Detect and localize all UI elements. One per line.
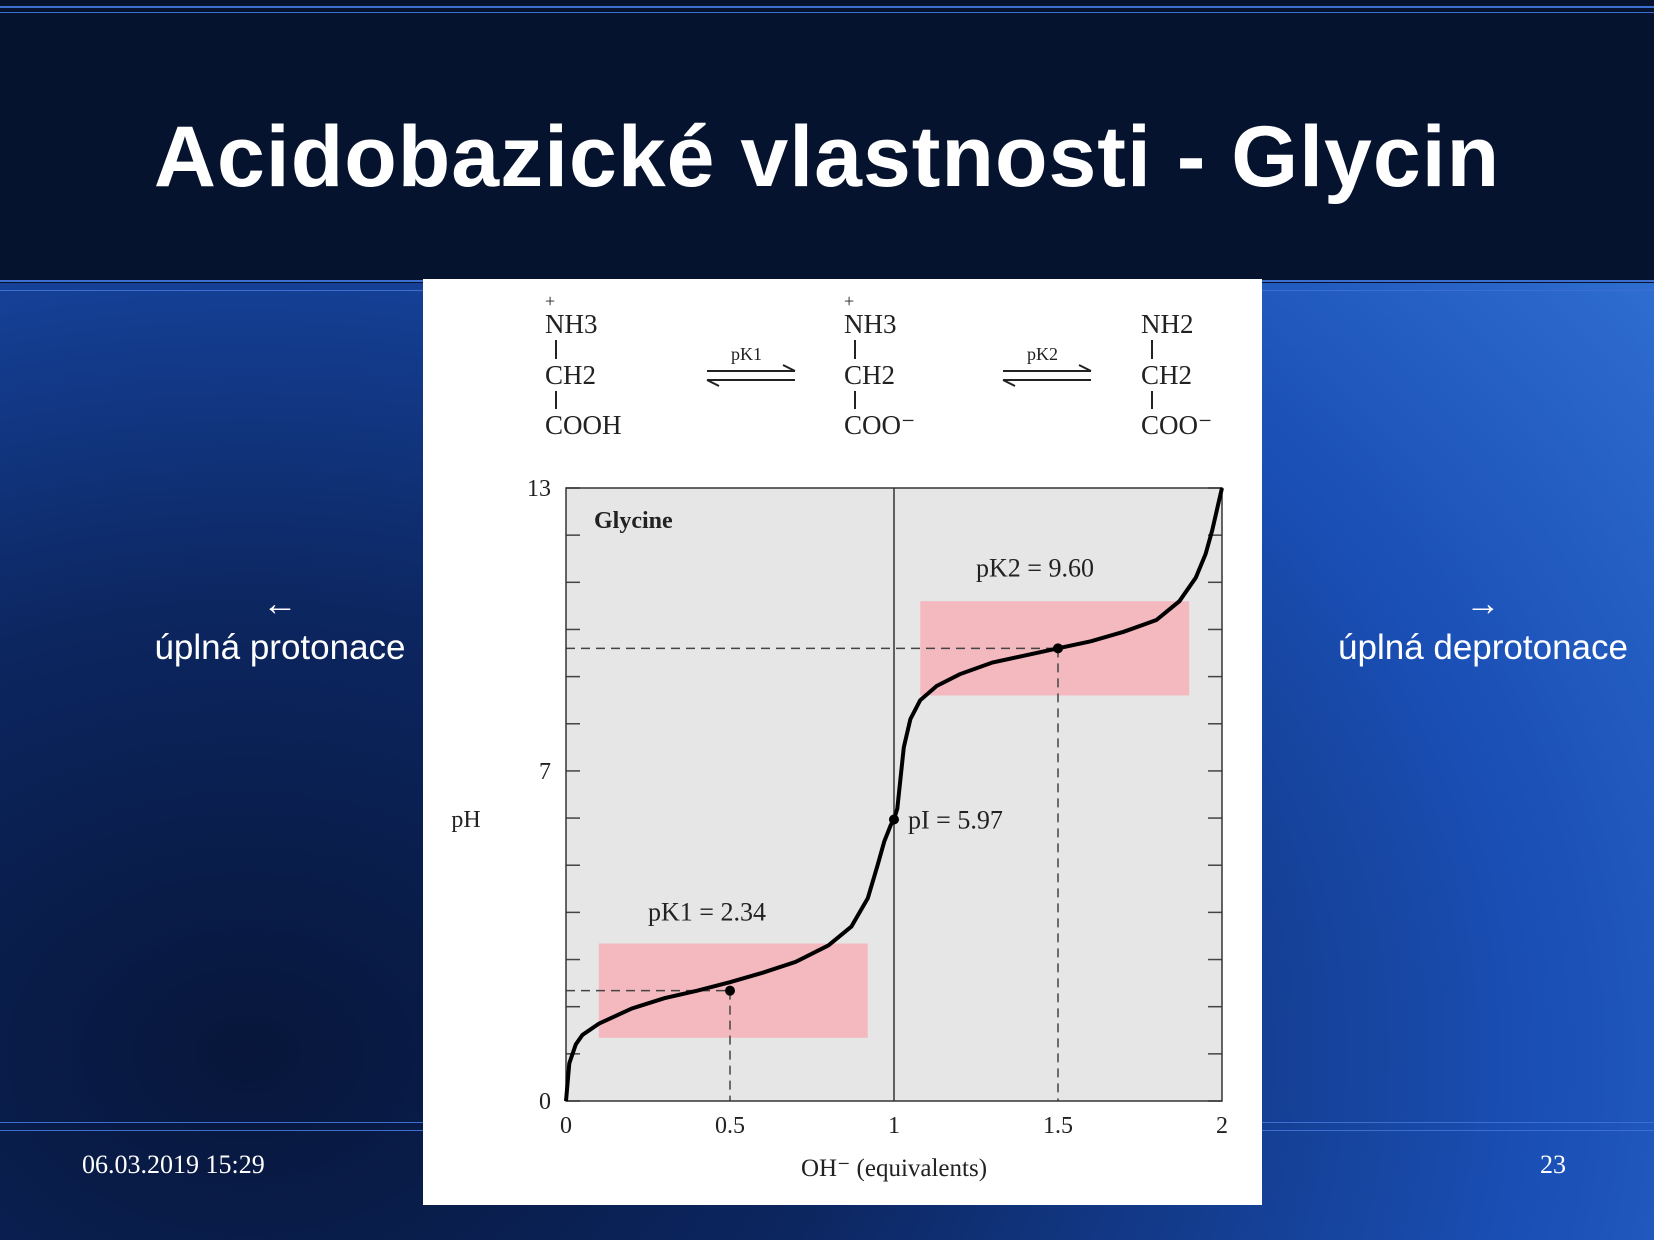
- footer-date: 06.03.2019 15:29: [82, 1150, 265, 1179]
- x-tick-label-2: 1: [888, 1113, 900, 1139]
- chart-title: Glycine: [594, 508, 673, 534]
- key-point-3: [1053, 643, 1063, 654]
- x-tick-label-0: 0: [560, 1113, 572, 1139]
- key-point-2: [889, 814, 899, 825]
- figure-svg: + NH3 CH2 COOH pK1 + NH3 CH2 COO⁻: [451, 291, 1228, 1182]
- right-label: úplná deprotonace: [1338, 628, 1628, 667]
- equilibrium-scheme: + NH3 CH2 COOH pK1 + NH3 CH2 COO⁻: [545, 291, 1212, 440]
- right-annotation: → úplná deprotonace: [1318, 582, 1648, 670]
- right-arrow: →: [1465, 584, 1501, 623]
- species-3-top: NH2: [1141, 309, 1194, 339]
- species-1-bottom: COOH: [545, 410, 622, 440]
- species-2-charge: +: [844, 291, 854, 311]
- slide-title: Acidobazické vlastnosti - Glycin: [153, 109, 1501, 205]
- x-tick-label-4: 2: [1216, 1113, 1228, 1139]
- pi-label: pI = 5.97: [908, 805, 1003, 834]
- species-2-bottom: COO⁻: [844, 410, 915, 440]
- glycine-figure: + NH3 CH2 COOH pK1 + NH3 CH2 COO⁻: [423, 279, 1262, 1205]
- chart-labels: pK1 = 2.34 pI = 5.97 pK2 = 9.60 Glycine pH OH…: [451, 476, 1228, 1182]
- title-bar: [0, 0, 1654, 283]
- y-tick-label-1: 7: [539, 759, 551, 785]
- pk1-label: pK1 = 2.34: [648, 898, 766, 927]
- left-annotation: ← úplná protonace: [130, 582, 430, 670]
- species-2-top: NH3: [844, 309, 897, 339]
- species-1-mid: CH2: [545, 360, 596, 390]
- y-axis-label: pH: [451, 807, 480, 833]
- x-axis-label: OH⁻ (equivalents): [801, 1155, 987, 1182]
- titration-curve: [564, 487, 1224, 1102]
- footer-page-number: 23: [1540, 1150, 1566, 1179]
- key-points: [725, 643, 1063, 996]
- species-3: NH2 CH2 COO⁻: [1141, 309, 1212, 440]
- header-divider-top-thin: [0, 12, 1654, 13]
- arrow-1-label: pK1: [731, 344, 762, 364]
- species-3-bottom: COO⁻: [1141, 410, 1212, 440]
- x-tick-label-1: 0.5: [715, 1113, 745, 1139]
- pk2-label: pK2 = 9.60: [976, 553, 1094, 582]
- equilibrium-arrow-1: pK1: [706, 344, 796, 387]
- species-1-charge: +: [545, 291, 555, 311]
- x-tick-label-3: 1.5: [1043, 1113, 1073, 1139]
- species-3-mid: CH2: [1141, 360, 1192, 390]
- species-1: + NH3 CH2 COOH: [545, 291, 622, 440]
- species-2-mid: CH2: [844, 360, 895, 390]
- key-point-1: [725, 985, 735, 996]
- equilibrium-arrow-2: pK2: [1002, 344, 1092, 387]
- arrow-2-label: pK2: [1027, 344, 1058, 364]
- y-tick-label-0: 0: [539, 1089, 551, 1115]
- species-1-top: NH3: [545, 309, 598, 339]
- left-arrow: ←: [262, 584, 298, 623]
- species-2: + NH3 CH2 COO⁻: [844, 291, 915, 440]
- y-tick-label-2: 13: [527, 476, 551, 502]
- header-divider-top: [0, 6, 1654, 8]
- plot-frame: [565, 487, 1223, 1102]
- left-label: úplná protonace: [154, 628, 406, 667]
